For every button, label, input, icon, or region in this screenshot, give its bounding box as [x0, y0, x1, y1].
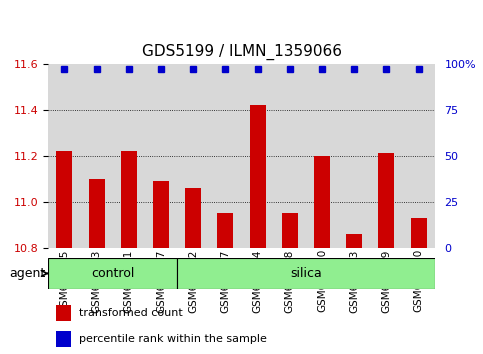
Bar [48, 258, 177, 289]
Text: control: control [91, 267, 134, 280]
Text: silica: silica [290, 267, 322, 280]
Bar [411, 218, 426, 248]
Bar [185, 188, 201, 248]
Bar [56, 305, 71, 321]
Bar [282, 213, 298, 248]
Bar [88, 179, 105, 248]
Text: agent: agent [10, 267, 46, 280]
Text: percentile rank within the sample: percentile rank within the sample [79, 334, 267, 344]
Bar [314, 156, 330, 248]
Bar [250, 105, 266, 248]
Bar [121, 151, 137, 248]
Bar [217, 213, 233, 248]
Bar [378, 153, 395, 248]
Bar [346, 234, 362, 248]
Bar [177, 258, 435, 289]
Bar [153, 181, 169, 248]
Text: transformed count: transformed count [79, 308, 183, 318]
Bar [57, 151, 72, 248]
Bar [56, 331, 71, 347]
Title: GDS5199 / ILMN_1359066: GDS5199 / ILMN_1359066 [142, 44, 341, 59]
